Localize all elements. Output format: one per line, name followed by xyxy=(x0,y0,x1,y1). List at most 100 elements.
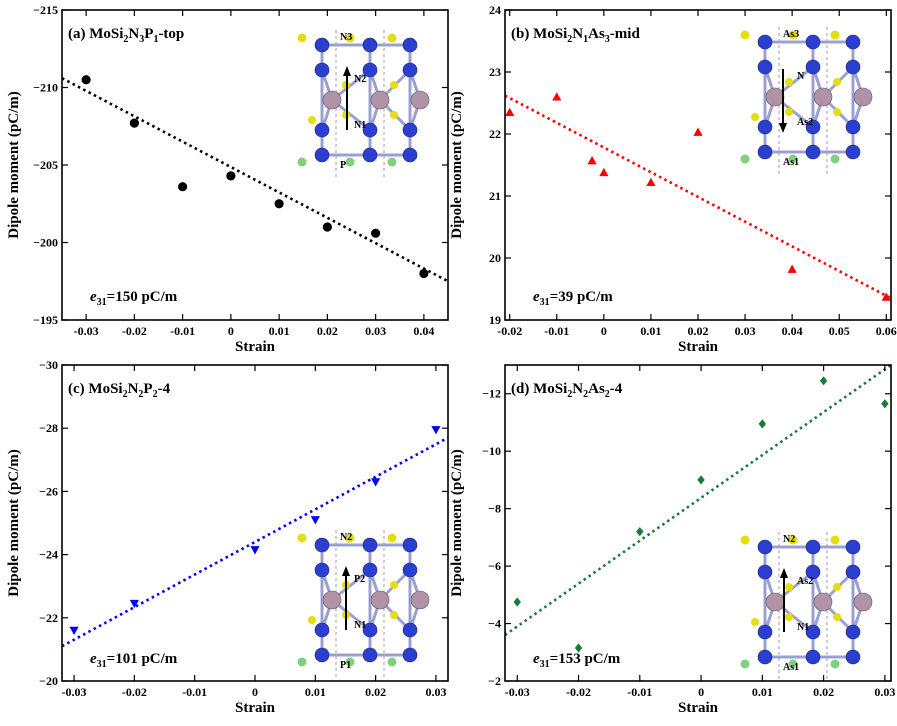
atom xyxy=(345,157,355,167)
x-tick-label: -0.02 xyxy=(122,324,147,338)
title-part: N xyxy=(128,381,139,397)
atom xyxy=(297,33,307,43)
x-tick-label: -0.02 xyxy=(566,685,591,699)
data-point xyxy=(881,399,889,409)
atom-label: As1 xyxy=(783,157,799,168)
y-tick-label: −6 xyxy=(488,559,501,573)
data-point xyxy=(636,527,644,537)
atom-label: As3 xyxy=(783,29,799,40)
atom-label: P xyxy=(340,160,346,171)
x-tick-label: -0.02 xyxy=(122,685,147,699)
atom xyxy=(314,647,330,663)
atom xyxy=(751,618,759,626)
atom xyxy=(845,59,861,75)
x-tick-label: -0.02 xyxy=(497,324,522,338)
atom xyxy=(387,157,397,167)
y-tick-label: −2 xyxy=(488,674,501,688)
atom-label: As1 xyxy=(783,662,799,673)
title-part: -mid xyxy=(610,26,641,42)
atom xyxy=(845,649,861,665)
data-point xyxy=(646,177,656,187)
x-tick-label: 0.05 xyxy=(829,324,850,338)
data-point xyxy=(599,167,609,177)
atom xyxy=(751,113,759,121)
panel-label: (a) xyxy=(68,26,89,42)
atom xyxy=(765,87,785,107)
title-part: 2 xyxy=(605,389,610,400)
y-axis-title: Dipole moment (pC/m) xyxy=(6,91,22,238)
data-point xyxy=(758,419,767,429)
y-tick-label: −10 xyxy=(482,444,501,458)
data-point xyxy=(819,376,828,386)
data-point xyxy=(81,75,91,85)
atom xyxy=(740,535,750,545)
data-point xyxy=(505,107,515,116)
x-tick-label: -0.03 xyxy=(74,324,99,338)
data-point xyxy=(787,264,797,273)
x-tick-label: 0.01 xyxy=(752,685,773,699)
data-point xyxy=(129,118,139,128)
plot-frame xyxy=(61,364,449,682)
atom xyxy=(833,108,841,116)
atom xyxy=(402,562,418,578)
title-part: As xyxy=(588,381,605,397)
data-point xyxy=(419,268,429,279)
atom xyxy=(833,583,841,591)
coefficient-label: e31=153 pC/m xyxy=(533,651,621,670)
atom xyxy=(805,144,821,160)
atom xyxy=(845,564,861,580)
coef-subscript: 31 xyxy=(540,297,550,308)
x-tick-label: 0.02 xyxy=(317,324,338,338)
x-tick-label: 0 xyxy=(601,324,607,338)
panel-title: (b) MoSi2​N1​As3​-mid xyxy=(511,26,640,45)
atom xyxy=(362,37,378,53)
title-part: 2 xyxy=(153,389,158,400)
atom xyxy=(740,30,750,40)
plot-frame xyxy=(504,9,892,321)
atom-label: N2 xyxy=(354,74,366,85)
atom xyxy=(757,59,773,75)
atom xyxy=(362,62,378,78)
data-point xyxy=(226,171,236,181)
x-tick-label: -0.03 xyxy=(505,685,530,699)
fit-line xyxy=(61,436,449,648)
data-point xyxy=(552,92,562,101)
atom xyxy=(845,119,861,135)
atom xyxy=(765,592,785,612)
atom xyxy=(370,590,390,610)
atom xyxy=(402,62,418,78)
atom xyxy=(757,624,773,640)
y-tick-label: −26 xyxy=(39,484,58,498)
atom xyxy=(805,539,821,555)
y-axis-title: Dipole moment (pC/m) xyxy=(6,449,22,596)
atom xyxy=(314,147,330,163)
panel-title: (a) MoSi2​N3​P1​-top xyxy=(68,26,184,45)
atom xyxy=(813,87,833,107)
atom xyxy=(402,622,418,638)
panel-title: (c) MoSi2​N2​P2​-4 xyxy=(68,381,171,400)
y-tick-label: −215 xyxy=(33,3,58,17)
coef-value: =39 pC/m xyxy=(550,289,614,305)
data-point xyxy=(371,228,381,238)
atom xyxy=(410,90,430,110)
coef-subscript: 31 xyxy=(540,659,550,670)
title-part: MoSi xyxy=(88,381,122,397)
atom xyxy=(345,33,355,43)
y-tick-label: −20 xyxy=(39,674,58,688)
x-axis-title: Strain xyxy=(678,700,719,716)
title-part: 1 xyxy=(583,34,588,45)
atom xyxy=(402,37,418,53)
x-tick-label: 0.03 xyxy=(735,324,756,338)
atom xyxy=(402,647,418,663)
atom xyxy=(370,90,390,110)
atom xyxy=(390,81,398,89)
y-tick-label: −22 xyxy=(39,611,58,625)
title-part: N xyxy=(572,26,583,42)
atom xyxy=(788,535,798,545)
atom xyxy=(387,657,397,667)
coef-symbol: e xyxy=(90,289,97,305)
data-point xyxy=(431,426,441,435)
x-tick-label: 0.06 xyxy=(876,324,897,338)
atom xyxy=(833,613,841,621)
